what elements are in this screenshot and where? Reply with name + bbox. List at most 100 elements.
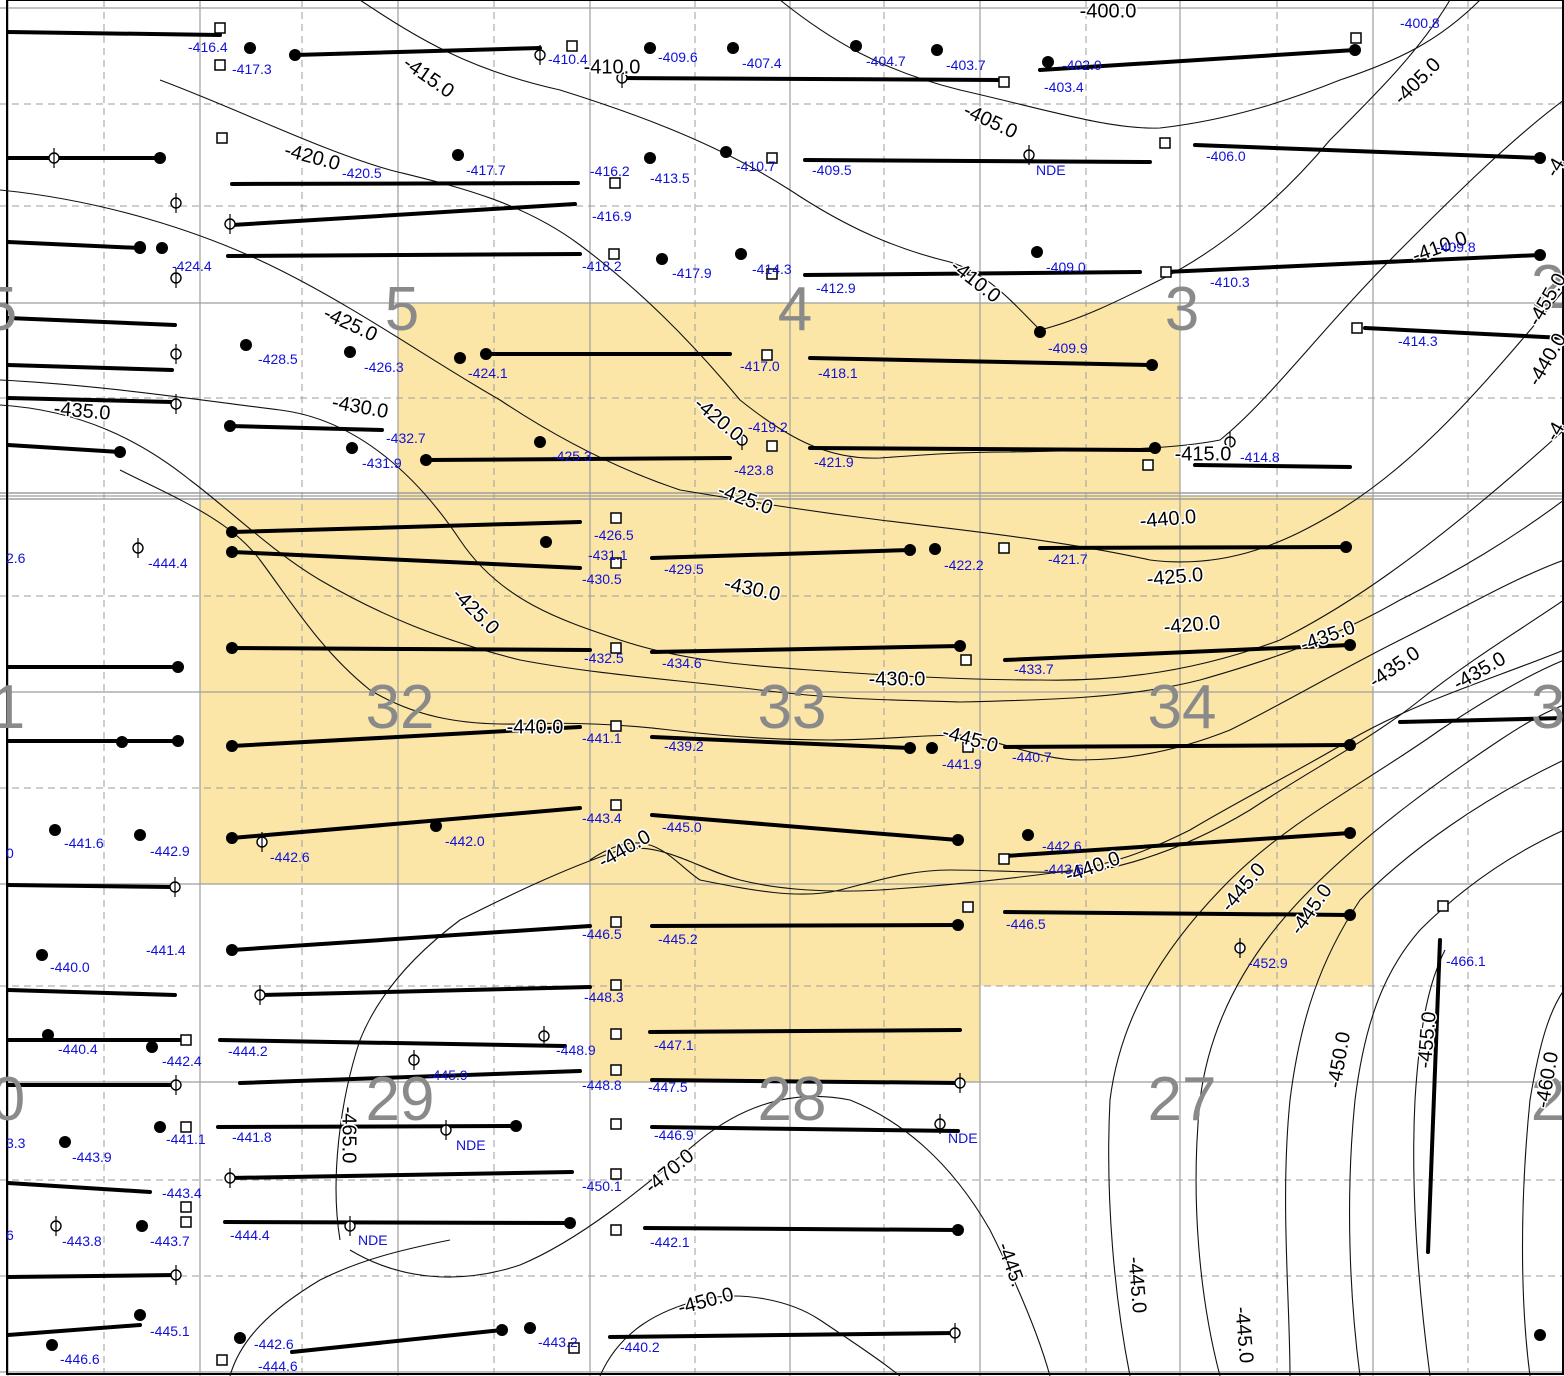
- well-value-label: -443.8: [62, 1233, 102, 1249]
- section-number-edge: 2: [1531, 1065, 1564, 1134]
- well-value-label: -414.8: [1240, 449, 1280, 465]
- square-marker-icon: [998, 542, 1010, 554]
- contour-value-label: -450.0: [1324, 1030, 1356, 1090]
- well-value-label: -432.7: [386, 430, 426, 446]
- well-location-dot: [540, 536, 552, 548]
- well-location-dot: [480, 348, 492, 360]
- well-location-dot: [59, 1136, 71, 1148]
- well-location-dot: [1344, 739, 1356, 751]
- well-location-dot: [1149, 442, 1161, 454]
- well-value-label: -447.5: [648, 1079, 688, 1095]
- well-value-label: -424.4: [172, 258, 212, 274]
- horizontal-well-path: [648, 1028, 962, 1034]
- well-value-label: -409.8: [1436, 239, 1476, 255]
- well-value-label: NDE: [456, 1137, 486, 1153]
- well-location-dot: [564, 1217, 576, 1229]
- well-value-label: -418.1: [818, 365, 858, 381]
- well-location-dot: [1344, 639, 1356, 651]
- square-marker-icon: [998, 76, 1010, 88]
- horizontal-well-path: [230, 646, 592, 652]
- horizontal-well-path: [230, 202, 577, 227]
- well-value-label: -445.9: [428, 1067, 468, 1083]
- horizontal-well-path: [6, 316, 177, 327]
- horizontal-well-path: [6, 443, 122, 454]
- square-marker-icon: [962, 901, 974, 913]
- contour-value-label: -435.0: [53, 398, 111, 425]
- square-marker-icon: [761, 349, 773, 361]
- well-location-dot: [234, 1332, 246, 1344]
- square-marker-icon: [1437, 900, 1449, 912]
- horizontal-well-path: [1038, 48, 1357, 72]
- horizontal-well-path: [1426, 938, 1442, 1254]
- contour-value-label: -420.0: [1163, 612, 1221, 639]
- contour-line: [599, 1295, 901, 1376]
- well-value-label: -402.0: [1062, 57, 1102, 73]
- square-marker-icon: [610, 642, 622, 654]
- well-location-dot: [1022, 829, 1034, 841]
- well-location-dot: [496, 1324, 508, 1336]
- well-value-label: -442.4: [162, 1053, 202, 1069]
- square-marker-icon: [566, 40, 578, 52]
- section-numbers: 5 4 3 32 33 34 29 28 27 5 2 1 3 0 2: [0, 253, 1564, 1134]
- map-border: [6, 0, 1564, 1375]
- contour-value-label: -430.0: [869, 668, 926, 690]
- well-value-label: -442.6: [254, 1336, 294, 1352]
- square-marker-icon: [610, 916, 622, 928]
- horizontal-well-path: [1038, 545, 1348, 550]
- square-marker-icon: [1142, 459, 1154, 471]
- horizontal-well-path: [6, 1323, 142, 1337]
- horizontal-well-path: [230, 181, 580, 186]
- well-location-dot: [346, 442, 358, 454]
- contour-line: [1195, 704, 1564, 1376]
- contour-value-label: -435.0: [1450, 648, 1510, 695]
- well-value-label: -441.4: [146, 942, 186, 958]
- well-location-dot: [226, 526, 238, 538]
- well-value-label: -452.9: [1248, 955, 1288, 971]
- square-marker-icon: [610, 720, 622, 732]
- well-value-label: -412.9: [816, 280, 856, 296]
- well-location-dot: [952, 1224, 964, 1236]
- well-location-dot: [931, 44, 943, 56]
- well-value-label: -450.1: [582, 1178, 622, 1194]
- horizontal-well-path: [650, 923, 960, 928]
- well-value-label: -433.7: [1014, 661, 1054, 677]
- well-value-label: -406.0: [1206, 148, 1246, 164]
- well-location-dot: [454, 352, 466, 364]
- well-location-dot: [289, 49, 301, 61]
- horizontal-well-path: [230, 520, 582, 534]
- well-location-dot: [904, 544, 916, 556]
- section-number: 32: [366, 673, 435, 742]
- well-location-dot: [1344, 909, 1356, 921]
- horizontal-well-path: [293, 46, 542, 57]
- well-location-dot: [1146, 359, 1158, 371]
- square-marker-icon: [610, 1224, 622, 1236]
- well-value-label: -443.7: [150, 1233, 190, 1249]
- contour-value-label: -415.0: [399, 52, 458, 103]
- section-number-edge: 1: [0, 673, 25, 742]
- well-location-dot: [136, 1220, 148, 1232]
- contour-value-label: -410.0: [946, 255, 1004, 307]
- well-value-label: -422.2: [944, 557, 984, 573]
- well-location-dot: [510, 1120, 522, 1132]
- well-value-label: -440.2: [620, 1339, 660, 1355]
- horizontal-well-path: [1363, 326, 1564, 340]
- horizontal-well-path: [650, 813, 960, 842]
- square-marker-icon: [610, 1118, 622, 1130]
- horizontal-well-path: [424, 456, 732, 462]
- contour-value-label: -435.0: [1365, 642, 1424, 693]
- well-value-label: -414.3: [752, 261, 792, 277]
- well-location-dot: [36, 949, 48, 961]
- well-location-dot: [224, 420, 236, 432]
- horizontal-well-path: [643, 1226, 960, 1232]
- section-number-edge: 5: [0, 275, 17, 344]
- well-location-dot: [49, 824, 61, 836]
- well-value-label: -416.2: [590, 163, 630, 179]
- well-location-dot: [1042, 56, 1054, 68]
- contour-line: [0, 379, 1564, 681]
- contour-line: [779, 0, 1481, 129]
- well-location-dot: [524, 1322, 536, 1334]
- horizontal-well-path: [260, 985, 592, 997]
- well-location-dot: [534, 436, 546, 448]
- square-marker-icon: [962, 741, 974, 753]
- horizontal-well-path: [618, 76, 1002, 82]
